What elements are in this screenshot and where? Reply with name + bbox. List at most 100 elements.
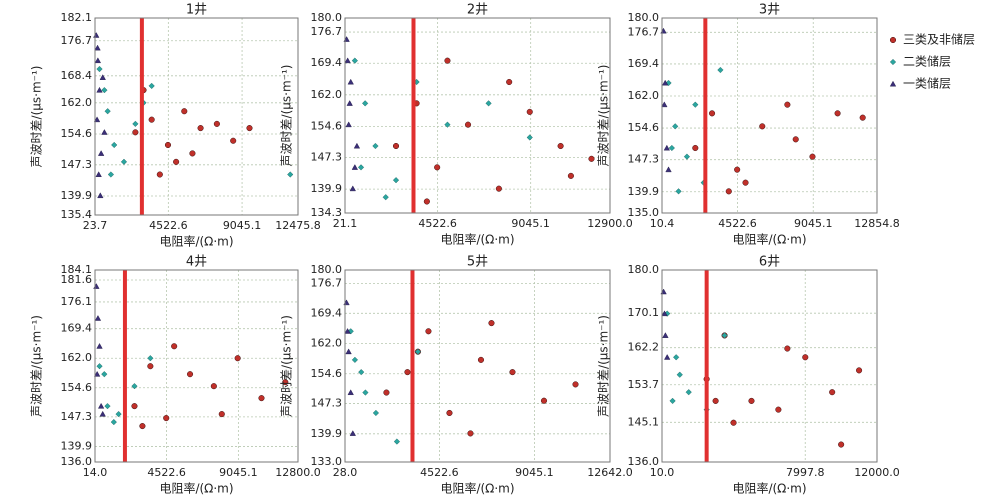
x-tick-label: 10.4	[650, 217, 675, 230]
x-tick-label: 23.7	[83, 219, 108, 232]
x-axis-label: 电阻率/(Ω·m)	[732, 232, 806, 247]
point	[131, 403, 138, 410]
point	[509, 369, 516, 376]
point	[834, 110, 841, 117]
point	[96, 343, 103, 349]
point	[809, 153, 816, 160]
chart-title: 5井	[467, 255, 488, 270]
point	[708, 110, 716, 117]
chart-title: 4井	[186, 255, 207, 270]
y-tick-label: 180.0	[311, 11, 343, 24]
point	[347, 328, 354, 335]
legend-label: 三类及非储层	[903, 32, 975, 47]
point	[164, 141, 172, 149]
point	[148, 82, 155, 89]
point	[110, 419, 117, 426]
point	[148, 116, 155, 123]
y-tick-label: 139.9	[61, 189, 93, 202]
point	[186, 371, 194, 378]
plot-area	[94, 17, 299, 216]
point	[675, 188, 682, 195]
y-tick-label: 162.0	[311, 337, 343, 350]
point	[351, 57, 358, 64]
point	[392, 177, 400, 184]
plot-area	[344, 17, 611, 214]
point	[351, 164, 358, 170]
y-tick-label: 136.0	[628, 455, 660, 468]
x-tick-label: 4522.6	[718, 217, 757, 230]
x-tick-label: 4522.6	[418, 217, 457, 230]
point	[99, 410, 106, 417]
x-tick-label: 9045.1	[219, 466, 258, 479]
point	[197, 125, 204, 132]
y-tick-label: 145.1	[628, 415, 660, 428]
point	[131, 383, 138, 390]
point	[101, 87, 108, 94]
point	[784, 345, 791, 352]
point	[120, 158, 128, 165]
point	[721, 332, 728, 339]
point	[181, 108, 188, 115]
point	[97, 402, 105, 409]
plot-area	[661, 17, 878, 214]
point	[464, 121, 472, 128]
y-tick-label: 147.3	[61, 410, 93, 423]
point	[156, 171, 163, 178]
y-tick-label: 176.7	[311, 276, 343, 289]
point	[446, 409, 453, 417]
point	[669, 397, 676, 404]
point	[173, 158, 180, 165]
point	[104, 108, 111, 115]
point	[664, 354, 671, 360]
point	[97, 192, 104, 199]
y-tick-label: 154.6	[628, 121, 660, 134]
plot-border	[344, 17, 611, 214]
y-tick-label: 176.7	[311, 25, 343, 38]
point	[734, 166, 741, 173]
plot-area	[661, 269, 878, 463]
point	[351, 356, 358, 363]
point	[668, 144, 675, 152]
y-tick-label: 154.6	[311, 119, 343, 132]
point	[96, 363, 103, 370]
x-axis-label: 电阻率/(Ω·m)	[159, 481, 233, 496]
legend-label: 一类储层	[903, 76, 951, 91]
x-axis-label: 电阻率/(Ω·m)	[440, 481, 514, 496]
point	[362, 389, 369, 396]
point	[775, 406, 782, 413]
point	[139, 423, 146, 430]
y-tick-label: 147.3	[61, 158, 93, 171]
point	[725, 188, 732, 195]
point	[730, 419, 737, 426]
point	[353, 142, 361, 149]
x-tick-label: 28.0	[333, 466, 358, 479]
point	[588, 155, 595, 162]
x-tick-label: 12854.8	[854, 217, 900, 230]
point	[477, 356, 485, 363]
x-tick-label: 9045.1	[511, 217, 550, 230]
y-axis-label: 声波时差/(μs·m⁻¹)	[597, 315, 611, 417]
point	[147, 355, 154, 362]
y-tick-label: 139.9	[311, 182, 343, 195]
y-tick-label: 168.4	[61, 69, 93, 82]
y-tick-label: 176.7	[61, 34, 93, 47]
point	[96, 65, 103, 73]
point	[495, 185, 502, 192]
point	[683, 153, 691, 160]
point	[99, 74, 106, 80]
y-tick-label: 169.4	[628, 57, 660, 70]
y-tick-label: 139.9	[311, 427, 343, 440]
point	[673, 354, 680, 361]
point	[101, 129, 108, 135]
point	[213, 120, 220, 127]
point	[717, 66, 724, 74]
y-tick-label: 154.6	[61, 381, 93, 394]
point	[567, 172, 574, 179]
y-tick-label: 180.0	[628, 11, 660, 24]
point	[163, 415, 170, 422]
point	[346, 100, 353, 106]
legend-marker	[889, 36, 897, 44]
point	[665, 166, 672, 173]
plot-area	[344, 269, 611, 463]
chart-title: 1井	[186, 3, 207, 18]
